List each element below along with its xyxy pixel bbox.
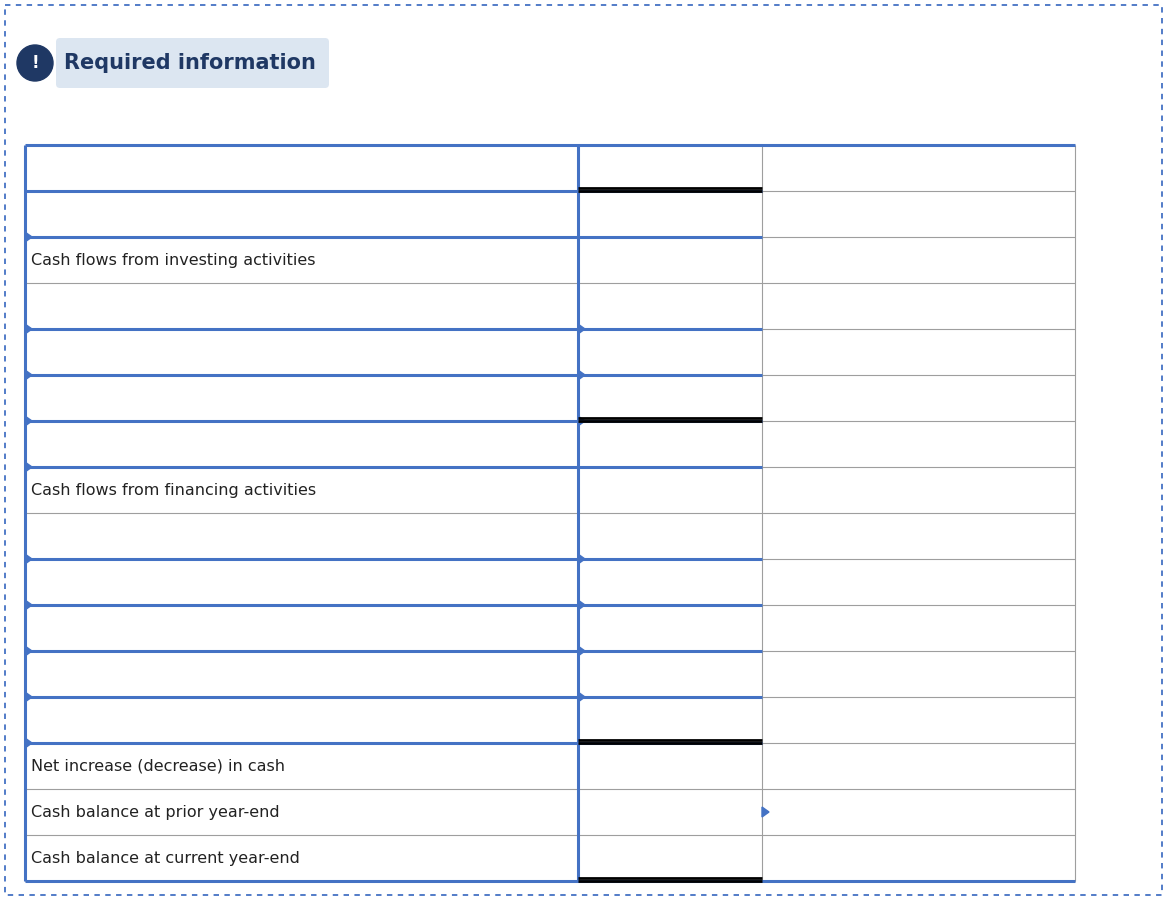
Circle shape [18, 45, 53, 81]
Polygon shape [578, 324, 585, 334]
Polygon shape [25, 324, 32, 334]
Polygon shape [578, 370, 585, 380]
Polygon shape [25, 416, 32, 426]
Text: Cash flows from investing activities: Cash flows from investing activities [32, 253, 315, 267]
Text: Net increase (decrease) in cash: Net increase (decrease) in cash [32, 759, 285, 773]
Polygon shape [25, 646, 32, 656]
Polygon shape [578, 646, 585, 656]
Text: Cash balance at current year-end: Cash balance at current year-end [32, 850, 300, 866]
Polygon shape [25, 600, 32, 610]
Text: !: ! [32, 54, 39, 72]
Polygon shape [25, 692, 32, 702]
Polygon shape [578, 692, 585, 702]
Text: Cash balance at prior year-end: Cash balance at prior year-end [32, 805, 280, 820]
Polygon shape [25, 232, 32, 242]
Polygon shape [25, 554, 32, 564]
Polygon shape [762, 807, 769, 817]
Polygon shape [578, 416, 585, 426]
Polygon shape [25, 738, 32, 748]
Polygon shape [578, 600, 585, 610]
Polygon shape [25, 462, 32, 472]
Text: Cash flows from financing activities: Cash flows from financing activities [32, 482, 316, 498]
Polygon shape [25, 370, 32, 380]
Text: Required information: Required information [63, 53, 315, 73]
Polygon shape [578, 554, 585, 564]
FancyBboxPatch shape [56, 38, 329, 88]
